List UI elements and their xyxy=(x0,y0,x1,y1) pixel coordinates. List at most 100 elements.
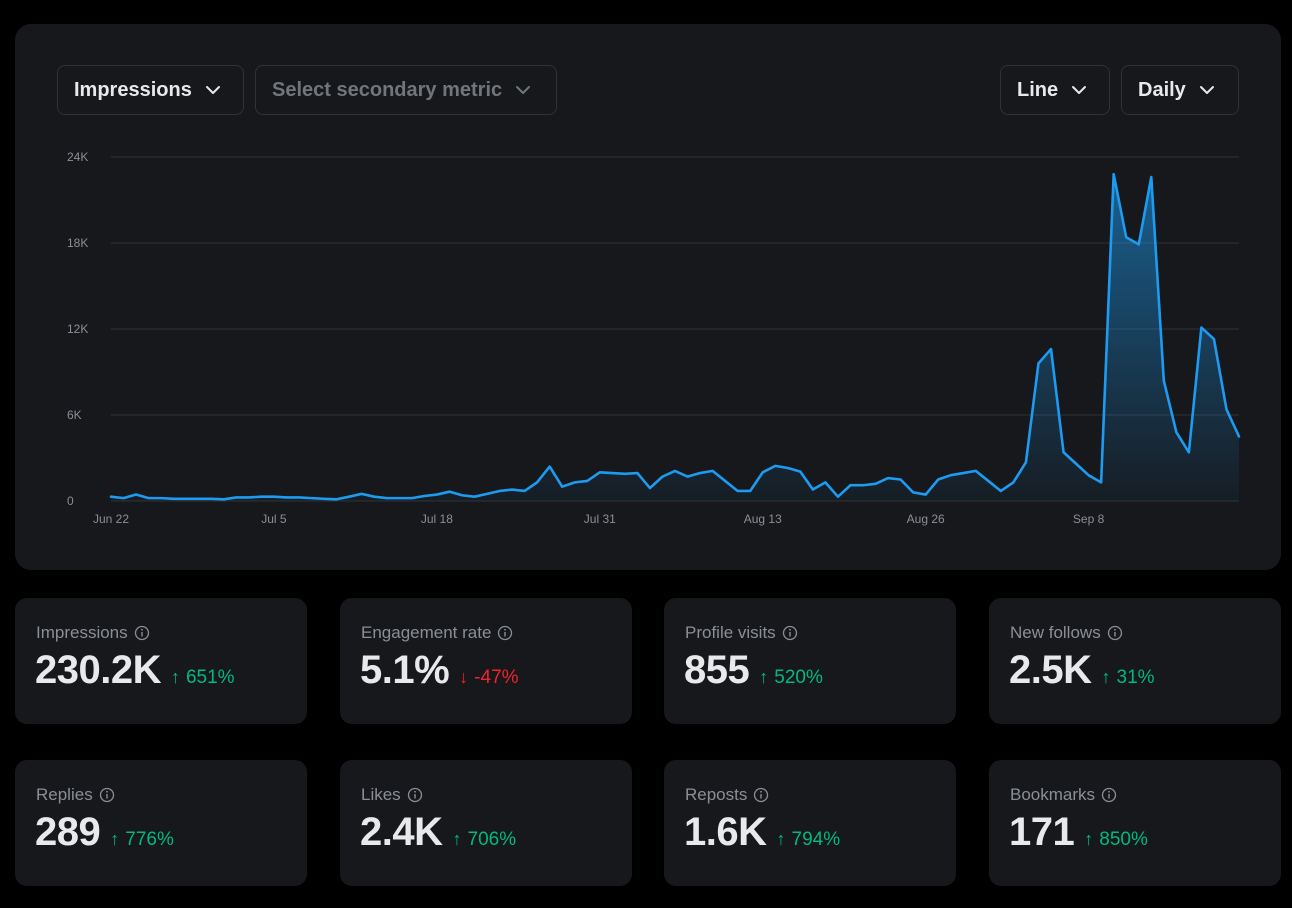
stat-value: 289 xyxy=(35,810,101,854)
stat-change: ↑ 520% xyxy=(759,667,823,689)
y-tick-label: 0 xyxy=(67,494,74,508)
secondary-metric-placeholder: Select secondary metric xyxy=(272,78,503,101)
stat-value: 1.6K xyxy=(684,810,767,854)
info-icon[interactable] xyxy=(1107,625,1123,641)
stat-change-value: 706% xyxy=(467,829,517,850)
stat-change: ↑ 794% xyxy=(777,829,841,851)
stat-card-engagement-rate: Engagement rate 5.1% ↓ -47% xyxy=(340,598,632,724)
chevron-down-icon xyxy=(204,81,222,99)
stat-card-bookmarks: Bookmarks 171 ↑ 850% xyxy=(989,760,1281,886)
secondary-metric-dropdown[interactable]: Select secondary metric xyxy=(255,65,557,115)
stat-card-profile-visits: Profile visits 855 ↑ 520% xyxy=(664,598,956,724)
stat-change-value: 520% xyxy=(774,667,823,688)
info-icon[interactable] xyxy=(782,625,798,641)
period-label: Daily xyxy=(1138,78,1186,101)
primary-metric-label: Impressions xyxy=(74,78,192,101)
stat-value-row: 855 ↑ 520% xyxy=(684,648,823,693)
stat-card-impressions: Impressions 230.2K ↑ 651% xyxy=(15,598,307,724)
stat-label: Replies xyxy=(36,785,93,804)
stat-change-value: 776% xyxy=(125,829,174,850)
stat-card-reposts: Reposts 1.6K ↑ 794% xyxy=(664,760,956,886)
stat-value-row: 1.6K ↑ 794% xyxy=(684,810,840,855)
stat-change-value: -47% xyxy=(474,667,519,688)
chevron-down-icon xyxy=(1198,81,1216,99)
stat-label-wrap: Impressions xyxy=(36,623,150,643)
arrow-down-icon: ↓ xyxy=(459,667,469,687)
stat-value: 2.4K xyxy=(360,810,443,854)
stat-value: 5.1% xyxy=(360,648,450,692)
info-icon[interactable] xyxy=(407,787,423,803)
stat-label-wrap: Replies xyxy=(36,785,115,805)
stat-label: New follows xyxy=(1010,623,1101,642)
period-dropdown[interactable]: Daily xyxy=(1121,65,1239,115)
stat-value: 230.2K xyxy=(35,648,161,692)
x-tick-label: Aug 13 xyxy=(744,512,782,526)
impressions-chart: 24K 18K 12K 6K 0 Jun 22 Jul 5 Jul 18 Jul 31 Aug 1… xyxy=(67,150,1241,526)
stat-value: 171 xyxy=(1009,810,1075,854)
info-icon[interactable] xyxy=(99,787,115,803)
arrow-up-icon: ↑ xyxy=(759,667,769,687)
y-tick-label: 12K xyxy=(67,322,88,336)
stat-label-wrap: Reposts xyxy=(685,785,769,805)
stat-label: Likes xyxy=(361,785,401,804)
impressions-line xyxy=(109,172,1241,501)
stat-card-likes: Likes 2.4K ↑ 706% xyxy=(340,760,632,886)
stat-value-row: 171 ↑ 850% xyxy=(1009,810,1148,855)
stat-value: 855 xyxy=(684,648,750,692)
x-tick-label: Sep 8 xyxy=(1073,512,1105,526)
stat-card-replies: Replies 289 ↑ 776% xyxy=(15,760,307,886)
stat-label-wrap: Profile visits xyxy=(685,623,798,643)
stat-change-value: 651% xyxy=(185,667,235,688)
x-tick-label: Jul 31 xyxy=(584,512,616,526)
info-icon[interactable] xyxy=(753,787,769,803)
stat-value-row: 230.2K ↑ 651% xyxy=(35,648,235,693)
stat-card-new-follows: New follows 2.5K ↑ 31% xyxy=(989,598,1281,724)
stat-change-value: 850% xyxy=(1099,829,1148,850)
chevron-down-icon xyxy=(514,81,532,99)
stat-change: ↓ -47% xyxy=(459,667,518,689)
stat-value-row: 289 ↑ 776% xyxy=(35,810,174,855)
arrow-up-icon: ↑ xyxy=(110,829,120,849)
stat-value-row: 2.4K ↑ 706% xyxy=(360,810,516,855)
stat-label-wrap: Likes xyxy=(361,785,423,805)
stat-label-wrap: Engagement rate xyxy=(361,623,513,643)
y-tick-label: 18K xyxy=(67,236,88,250)
info-icon[interactable] xyxy=(134,625,150,641)
stat-change: ↑ 706% xyxy=(453,829,517,851)
arrow-up-icon: ↑ xyxy=(776,829,786,849)
chart-card: 24K 18K 12K 6K 0 Jun 22 Jul 5 Jul 18 Jul 31 Aug 1… xyxy=(15,24,1281,570)
x-tick-label: Jul 5 xyxy=(261,512,287,526)
info-icon[interactable] xyxy=(497,625,513,641)
stat-label: Engagement rate xyxy=(361,623,492,642)
chart-type-label: Line xyxy=(1017,78,1059,101)
stat-change: ↑ 850% xyxy=(1084,829,1148,851)
stat-label: Impressions xyxy=(36,623,128,642)
info-icon[interactable] xyxy=(1101,787,1117,803)
stat-value: 2.5K xyxy=(1009,648,1092,692)
stat-label: Profile visits xyxy=(685,623,776,642)
chevron-down-icon xyxy=(1070,81,1088,99)
stat-change: ↑ 651% xyxy=(171,667,235,689)
stat-value-row: 5.1% ↓ -47% xyxy=(360,648,519,693)
stat-label-wrap: New follows xyxy=(1010,623,1123,643)
arrow-up-icon: ↑ xyxy=(452,829,462,849)
stat-change-value: 31% xyxy=(1116,667,1155,688)
stat-label-wrap: Bookmarks xyxy=(1010,785,1117,805)
primary-metric-dropdown[interactable]: Impressions xyxy=(57,65,244,115)
stat-change-value: 794% xyxy=(791,829,841,850)
x-tick-label: Aug 26 xyxy=(907,512,945,526)
impressions-area xyxy=(111,174,1239,501)
stat-label: Bookmarks xyxy=(1010,785,1096,804)
x-tick-label: Jun 22 xyxy=(93,512,129,526)
stat-label: Reposts xyxy=(685,785,748,804)
chart-type-dropdown[interactable]: Line xyxy=(1000,65,1110,115)
stat-change: ↑ 31% xyxy=(1102,667,1155,689)
x-tick-label: Jul 18 xyxy=(421,512,453,526)
arrow-up-icon: ↑ xyxy=(1084,829,1094,849)
arrow-up-icon: ↑ xyxy=(1101,667,1111,687)
y-tick-label: 24K xyxy=(67,150,88,164)
stat-value-row: 2.5K ↑ 31% xyxy=(1009,648,1155,693)
arrow-up-icon: ↑ xyxy=(170,667,180,687)
y-tick-label: 6K xyxy=(67,408,82,422)
stat-change: ↑ 776% xyxy=(110,829,174,851)
